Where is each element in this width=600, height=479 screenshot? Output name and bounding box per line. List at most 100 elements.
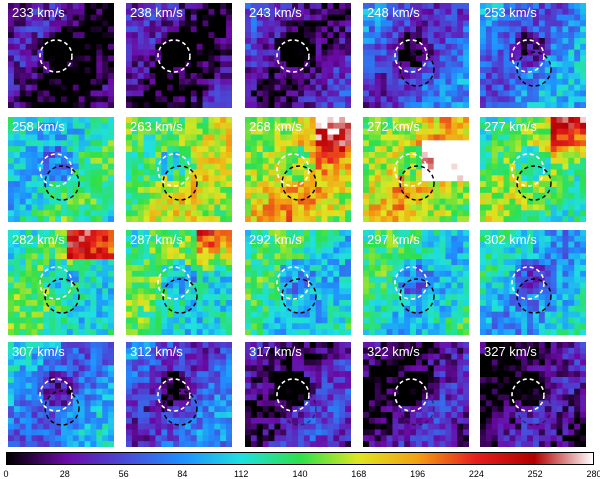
- channel-panel: 233 km/s: [8, 3, 114, 108]
- velocity-label: 282 km/s: [12, 232, 65, 247]
- channel-panel: 238 km/s: [126, 3, 232, 108]
- colorbar-tick-label: 112: [234, 469, 249, 479]
- velocity-label: 268 km/s: [249, 119, 302, 134]
- channel-panel: 322 km/s: [363, 342, 469, 447]
- colorbar-tick-label: 168: [351, 469, 367, 479]
- velocity-label: 272 km/s: [367, 119, 420, 134]
- white-dashed-circle: [511, 378, 545, 412]
- black-dashed-circle: [44, 278, 80, 314]
- black-dashed-circle: [399, 51, 435, 87]
- velocity-label: 322 km/s: [367, 344, 420, 359]
- channel-panel: 297 km/s: [363, 230, 469, 335]
- channel-map-image: [480, 117, 586, 222]
- velocity-label: 307 km/s: [12, 344, 65, 359]
- channel-map-image: [126, 117, 232, 222]
- black-dashed-circle: [162, 390, 198, 426]
- channel-map-image: [245, 230, 351, 335]
- channel-map-image: [363, 342, 469, 447]
- white-dashed-circle: [39, 378, 73, 412]
- velocity-label: 287 km/s: [130, 232, 183, 247]
- white-dashed-circle: [394, 153, 428, 187]
- velocity-label: 233 km/s: [12, 5, 65, 20]
- white-dashed-circle: [394, 39, 428, 73]
- white-dashed-circle: [157, 266, 191, 300]
- white-dashed-circle: [276, 266, 310, 300]
- channel-panel: 327 km/s: [480, 342, 586, 447]
- colorbar-tick-label: 224: [468, 469, 484, 479]
- velocity-label: 248 km/s: [367, 5, 420, 20]
- channel-panel: 253 km/s: [480, 3, 586, 108]
- channel-map-image: [126, 230, 232, 335]
- white-dashed-circle: [39, 153, 73, 187]
- white-dashed-circle: [39, 266, 73, 300]
- channel-map-image: [8, 3, 114, 108]
- velocity-label: 327 km/s: [484, 344, 537, 359]
- velocity-label: 297 km/s: [367, 232, 420, 247]
- white-dashed-circle: [276, 39, 310, 73]
- black-dashed-circle: [44, 165, 80, 201]
- black-dashed-circle: [516, 165, 552, 201]
- black-dashed-circle: [44, 51, 80, 87]
- black-dashed-circle: [162, 278, 198, 314]
- black-dashed-circle: [399, 278, 435, 314]
- white-dashed-circle: [394, 266, 428, 300]
- channel-map-image: [126, 3, 232, 108]
- channel-panel: 287 km/s: [126, 230, 232, 335]
- black-dashed-circle: [281, 165, 317, 201]
- white-dashed-circle: [157, 39, 191, 73]
- velocity-label: 263 km/s: [130, 119, 183, 134]
- channel-panel: 243 km/s: [245, 3, 351, 108]
- channel-map-image: [245, 342, 351, 447]
- channel-map-image: [245, 3, 351, 108]
- white-dashed-circle: [511, 153, 545, 187]
- velocity-label: 253 km/s: [484, 5, 537, 20]
- velocity-label: 317 km/s: [249, 344, 302, 359]
- velocity-label: 238 km/s: [130, 5, 183, 20]
- colorbar-tick-label: 28: [59, 469, 70, 479]
- black-dashed-circle: [399, 165, 435, 201]
- channel-panel: 248 km/s: [363, 3, 469, 108]
- black-dashed-circle: [281, 51, 317, 87]
- channel-map-image: [480, 230, 586, 335]
- channel-map-image: [8, 342, 114, 447]
- black-dashed-circle: [516, 51, 552, 87]
- channel-panel: 282 km/s: [8, 230, 114, 335]
- black-dashed-circle: [281, 390, 317, 426]
- channel-panel: 258 km/s: [8, 117, 114, 222]
- channel-map-image: [363, 3, 469, 108]
- colorbar-tick-label: 84: [177, 469, 188, 479]
- white-dashed-circle: [511, 39, 545, 73]
- black-dashed-circle: [516, 278, 552, 314]
- velocity-label: 312 km/s: [130, 344, 183, 359]
- channel-panel: 292 km/s: [245, 230, 351, 335]
- channel-map-image: [480, 342, 586, 447]
- colorbar-tick-label: 0: [3, 469, 9, 479]
- white-dashed-circle: [39, 39, 73, 73]
- channel-map-image: [363, 117, 469, 222]
- channel-panel: 317 km/s: [245, 342, 351, 447]
- white-dashed-circle: [276, 153, 310, 187]
- white-dashed-circle: [394, 378, 428, 412]
- velocity-label: 258 km/s: [12, 119, 65, 134]
- velocity-label: 302 km/s: [484, 232, 537, 247]
- channel-map-image: [8, 117, 114, 222]
- channel-panel: 307 km/s: [8, 342, 114, 447]
- velocity-label: 292 km/s: [249, 232, 302, 247]
- black-dashed-circle: [281, 278, 317, 314]
- white-dashed-circle: [511, 266, 545, 300]
- channel-panel: 312 km/s: [126, 342, 232, 447]
- white-dashed-circle: [157, 378, 191, 412]
- white-dashed-circle: [276, 378, 310, 412]
- channel-panel: 272 km/s: [363, 117, 469, 222]
- channel-map-image: [480, 3, 586, 108]
- velocity-label: 277 km/s: [484, 119, 537, 134]
- channel-map-image: [8, 230, 114, 335]
- channel-map-image: [126, 342, 232, 447]
- colorbar-tick-label: 56: [118, 469, 129, 479]
- channel-map-image: [363, 230, 469, 335]
- black-dashed-circle: [44, 390, 80, 426]
- channel-panel: 302 km/s: [480, 230, 586, 335]
- black-dashed-circle: [399, 390, 435, 426]
- black-dashed-circle: [516, 390, 552, 426]
- white-dashed-circle: [157, 153, 191, 187]
